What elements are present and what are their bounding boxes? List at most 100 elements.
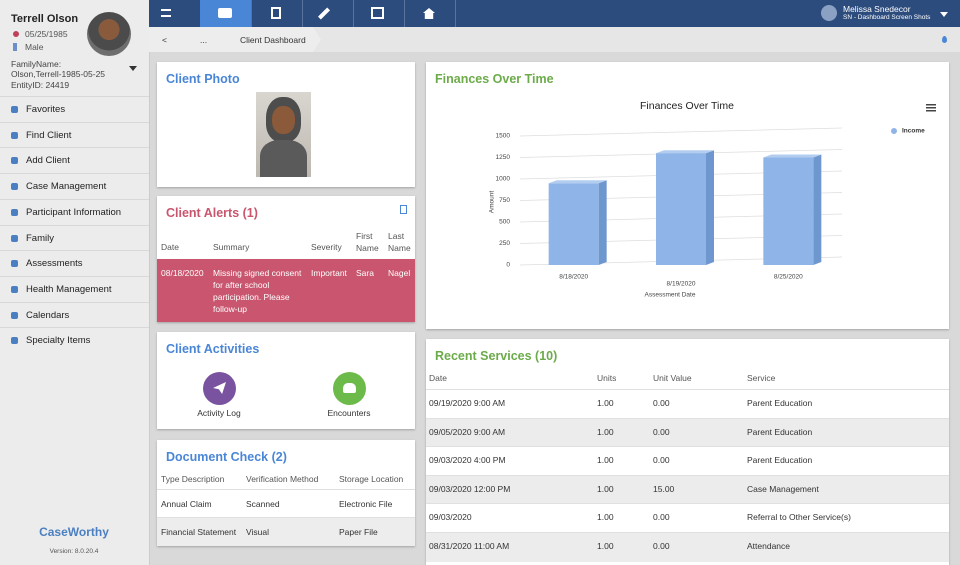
activity-log-icon[interactable] (203, 372, 236, 405)
nav-item[interactable]: Health Management (0, 275, 149, 301)
nav-icon (11, 208, 18, 216)
table-header: Last Name (388, 231, 411, 253)
nav-icon (11, 157, 18, 165)
table-header: Service (747, 373, 776, 383)
table-header: First Name (356, 231, 379, 253)
table-row (157, 517, 415, 546)
client-dob: 05/25/1985 (25, 29, 68, 39)
documents-panel: Document Check (2) Type Description Verif… (157, 440, 415, 546)
breadcrumb-back[interactable]: < (162, 35, 167, 45)
user-name[interactable]: Melissa Snedecor (843, 4, 911, 14)
home-tab[interactable] (404, 0, 456, 27)
top-bar: Melissa Snedecor SN - Dashboard Screen S… (149, 0, 960, 27)
dob-icon (13, 31, 19, 37)
profile-toggle[interactable] (129, 66, 137, 75)
nav-icon (11, 311, 18, 319)
reports-tab[interactable] (353, 0, 405, 27)
activity-label[interactable]: Encounters (327, 408, 371, 418)
table-cell: 0.00 (653, 541, 670, 551)
export-icon[interactable] (400, 205, 407, 214)
panel-title: Finances Over Time (435, 72, 554, 86)
breadcrumb-more[interactable]: ... (200, 35, 208, 45)
legend-label: Income (902, 128, 925, 135)
drop-icon[interactable] (942, 36, 947, 43)
table-row[interactable] (426, 446, 949, 476)
breadcrumb-bar: < ... Client Dashboard (149, 27, 960, 52)
table-cell: 1.00 (597, 455, 614, 466)
nav-icon (11, 260, 18, 268)
gender-icon (13, 43, 17, 51)
table-header: Date (429, 373, 447, 383)
y-tick-label: 1500 (496, 133, 511, 140)
table-cell: 0.00 (653, 455, 670, 466)
table-cell: 15.00 (653, 483, 675, 494)
nav-item[interactable]: Assessments (0, 250, 149, 275)
table-cell: Annual Claim (161, 499, 212, 509)
photo-panel: Client Photo (157, 62, 415, 187)
panel-title: Document Check (2) (166, 450, 287, 464)
table-cell: Paper File (339, 527, 378, 537)
table-row[interactable] (426, 474, 949, 505)
x-tick-label: 8/19/2020 (667, 281, 696, 288)
nav-item[interactable]: Calendars (0, 301, 149, 327)
nav-item[interactable]: Specialty Items (0, 327, 149, 352)
panel-title: Recent Services (10) (435, 349, 558, 363)
y-tick-label: 500 (499, 219, 510, 226)
table-cell: 0.00 (653, 426, 670, 437)
menu-tab[interactable] (149, 0, 201, 27)
table-cell: Visual (246, 527, 269, 537)
y-tick-label: 250 (499, 240, 510, 247)
nav-item[interactable]: Favorites (0, 96, 149, 121)
brand-version: Version: 8.0.20.4 (49, 548, 99, 555)
table-cell: 0.00 (653, 512, 670, 523)
table-row[interactable] (426, 417, 949, 448)
table-cell: Referral to Other Service(s) (747, 512, 851, 523)
chart-menu[interactable] (926, 104, 936, 112)
alerts-panel: Client Alerts (1) Date Summary Severity Fir… (157, 196, 415, 322)
nav-icon (11, 234, 18, 242)
bar-top (548, 180, 607, 184)
bar (548, 183, 599, 265)
encounters-icon[interactable] (333, 372, 366, 405)
table-cell: 1.00 (597, 398, 614, 408)
table-header: Verification Method (246, 474, 319, 484)
table-cell: 1.00 (597, 541, 614, 551)
bar (763, 157, 814, 265)
table-row[interactable] (426, 503, 949, 533)
table-cell: Case Management (747, 483, 819, 494)
client-gender: Male (25, 42, 44, 52)
nav-item[interactable]: Add Client (0, 147, 149, 172)
grid-line (519, 127, 843, 137)
user-avatar (821, 5, 837, 21)
client-entity: EntityID: 24419 (11, 80, 70, 90)
table-cell: 1.00 (597, 426, 614, 437)
y-tick-label: 1250 (496, 154, 511, 161)
bar-top (656, 150, 714, 154)
nav-icon (11, 183, 18, 191)
nav-icon (11, 131, 18, 139)
client-photo (256, 92, 311, 177)
breadcrumb-bg (149, 27, 321, 52)
table-cell: 1.00 (597, 512, 614, 523)
case-tab[interactable] (200, 0, 252, 27)
table-cell: 09/03/2020 12:00 PM (429, 483, 511, 494)
nav-item[interactable]: Participant Information (0, 198, 149, 224)
activity-label[interactable]: Activity Log (197, 408, 241, 418)
table-row[interactable] (426, 389, 949, 419)
user-toggle[interactable] (940, 12, 948, 21)
nav-item[interactable]: Find Client (0, 121, 149, 147)
y-tick-label: 1000 (496, 176, 511, 183)
tools-tab[interactable] (302, 0, 354, 27)
activities-panel: Client Activities Activity Log Encounter… (157, 332, 415, 429)
table-cell: 0.00 (653, 398, 670, 408)
table-header: Units (597, 373, 617, 383)
y-tick-label: 0 (506, 262, 510, 269)
table-cell: Parent Education (747, 455, 813, 466)
table-cell: 08/31/2020 11:00 AM (429, 541, 510, 551)
nav-item[interactable]: Case Management (0, 173, 149, 198)
table-row[interactable] (426, 532, 949, 562)
org-tab[interactable] (251, 0, 303, 27)
nav-item[interactable]: Family (0, 224, 149, 250)
client-family: FamilyName: Olson,Terrell-1985-05-25 (11, 59, 106, 79)
table-cell: Sara (356, 268, 374, 278)
